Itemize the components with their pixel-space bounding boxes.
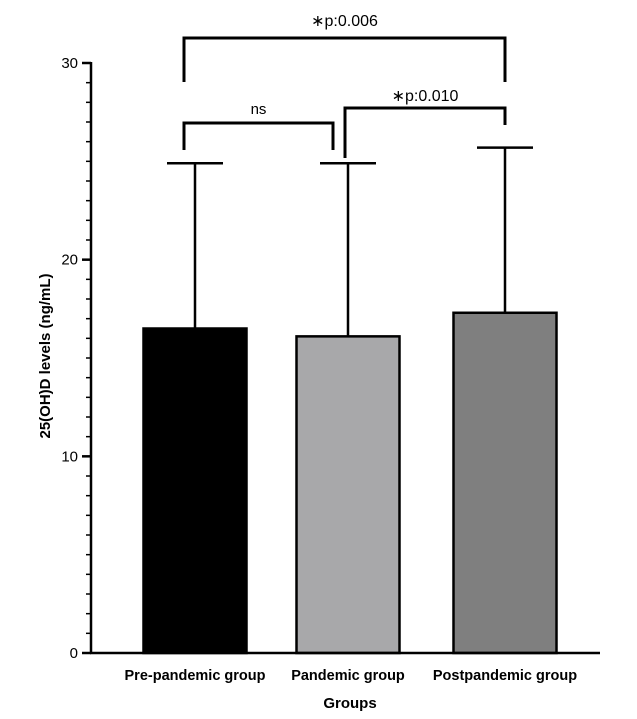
significance-label: ∗p:0.006	[311, 13, 378, 30]
significance-brackets: ns ∗p:0.010 ∗p:0.006	[182, 13, 507, 158]
bar	[295, 335, 401, 655]
significance-bracket	[343, 106, 507, 158]
y-major-ticks: 0 10 20 30	[61, 55, 91, 662]
significance-label: ns	[251, 101, 267, 118]
bar	[452, 311, 558, 655]
significance-bracket	[182, 121, 335, 150]
x-tick-label: Pre-pandemic group	[125, 668, 266, 684]
x-axis-title: Groups	[323, 695, 376, 712]
x-tick-labels: Pre-pandemic group Pandemic group Postpand…	[125, 668, 578, 684]
x-tick-label: Postpandemic group	[433, 668, 577, 684]
error-bars	[167, 146, 533, 337]
significance-label: ∗p:0.010	[392, 88, 459, 105]
y-tick-label: 10	[61, 448, 78, 465]
bar	[142, 327, 248, 655]
y-tick-label: 20	[61, 252, 78, 269]
y-tick-label: 0	[70, 645, 78, 662]
y-tick-label: 30	[61, 55, 78, 72]
bars	[142, 311, 558, 655]
x-tick-label: Pandemic group	[291, 668, 405, 684]
significance-bracket	[182, 36, 507, 82]
y-axis-title: 25(OH)D levels (ng/mL)	[37, 273, 54, 438]
